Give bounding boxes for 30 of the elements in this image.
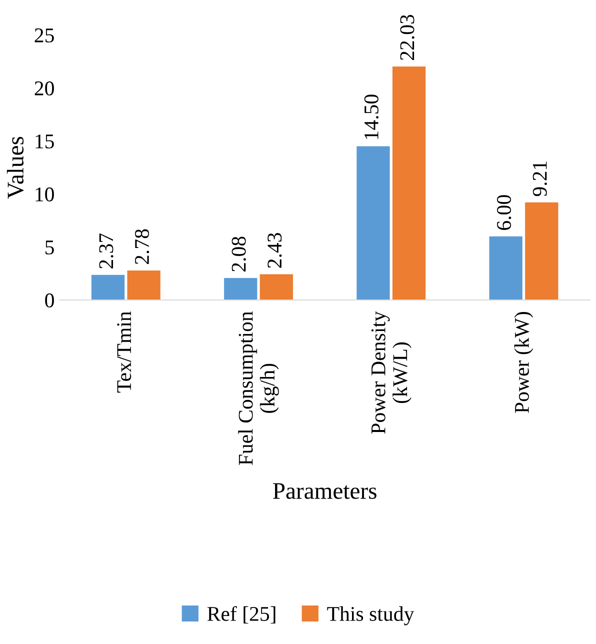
- bar: [260, 274, 293, 300]
- bar: [91, 274, 125, 300]
- y-tick-label: 10: [36, 187, 54, 202]
- legend-label: This study: [327, 606, 414, 626]
- x-tick-label: Tex/Tmin: [117, 311, 132, 393]
- bar: [392, 66, 426, 300]
- data-label: 2.37: [99, 233, 114, 268]
- y-axis-title: Values: [6, 136, 24, 199]
- bar: [356, 146, 390, 300]
- bar: [489, 236, 522, 300]
- y-tick-label: 25: [34, 28, 54, 42]
- data-label: 22.03: [400, 14, 414, 60]
- data-label: 14.50: [364, 94, 379, 139]
- legend-label: Ref [25]: [207, 606, 276, 624]
- y-tick-label: 15: [36, 134, 54, 148]
- bar: [525, 202, 558, 300]
- data-label: 6.00: [496, 195, 512, 230]
- y-tick-label: 20: [34, 81, 54, 96]
- x-tick-label: Power (kW): [514, 312, 534, 413]
- x-tick-label: Fuel Consumption (kg/h): [238, 311, 279, 466]
- x-axis-title: Parameters: [273, 483, 376, 499]
- data-label: 2.43: [268, 233, 282, 268]
- bar: [224, 278, 258, 300]
- bar: [127, 270, 160, 300]
- data-label: 9.21: [532, 162, 547, 196]
- y-tick-label: 0: [45, 293, 54, 308]
- x-tick-label: Power Density (kW/L): [371, 311, 412, 434]
- data-label: 2.08: [232, 236, 246, 272]
- data-label: 2.78: [134, 229, 150, 264]
- y-tick-label: 5: [46, 240, 54, 254]
